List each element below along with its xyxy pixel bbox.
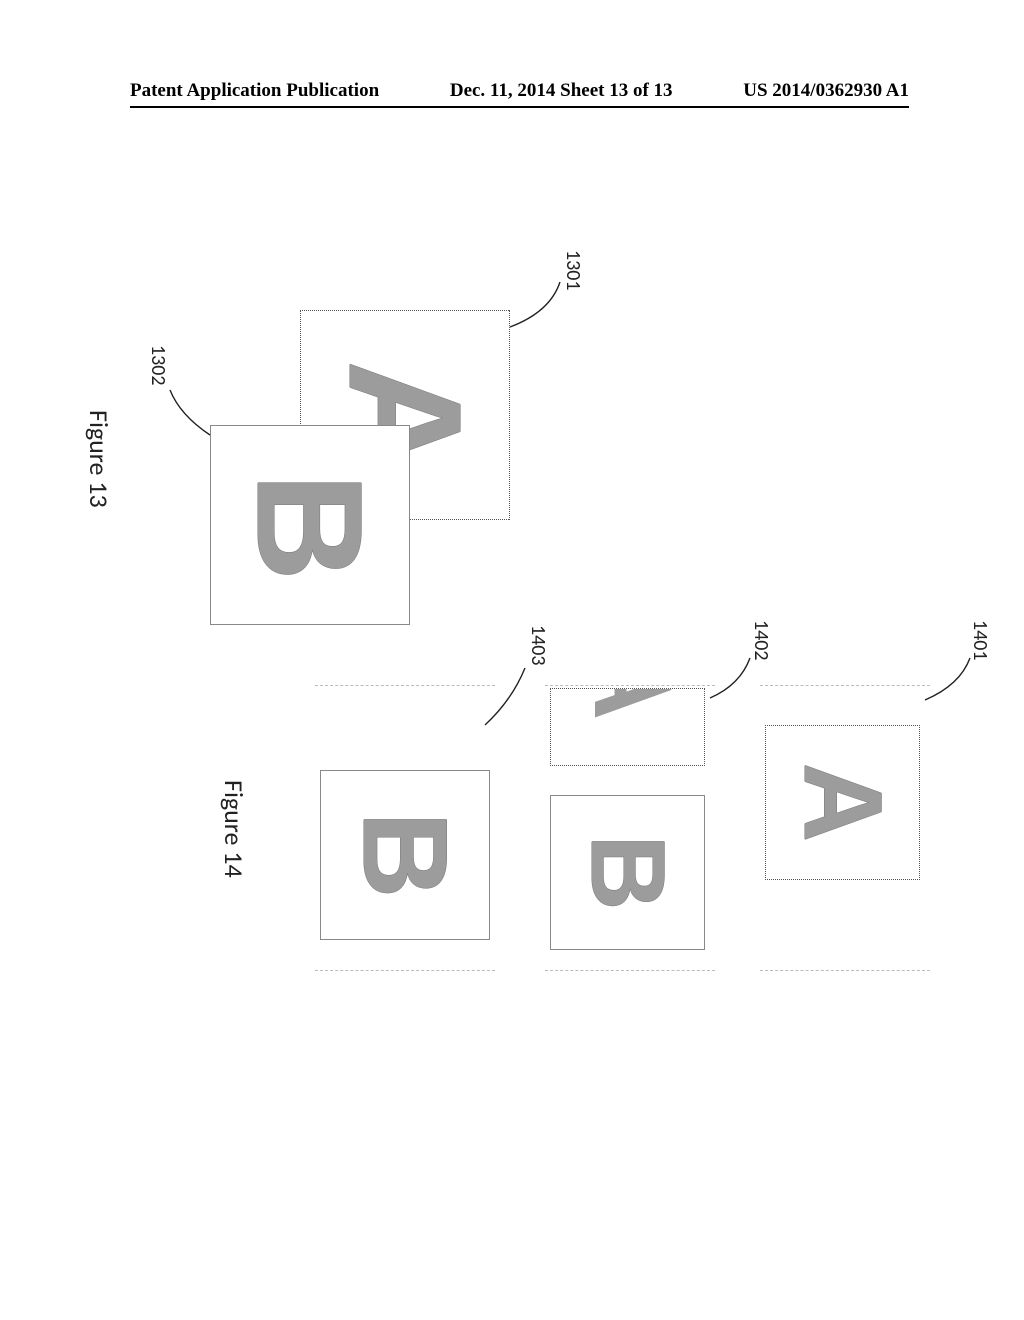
leader-1301 <box>495 272 565 352</box>
fig14-row-1401: A 1401 <box>740 650 940 990</box>
fig13-box-b: B <box>210 425 410 625</box>
label-1301: 1301 <box>561 250 585 291</box>
letter-b-icon: B <box>568 835 688 911</box>
caption-fig14: Figure 14 <box>218 780 250 878</box>
figure-14: A 1401 A B 1402 <box>120 650 940 990</box>
leader-1403 <box>475 660 530 740</box>
timeline-dash <box>545 685 715 686</box>
timeline-dash <box>760 970 930 971</box>
leader-1302 <box>160 380 215 450</box>
header-right: US 2014/0362930 A1 <box>743 80 909 102</box>
timeline-dash <box>315 970 495 971</box>
timeline-dash <box>315 685 495 686</box>
fig14-partial-a-1402: A <box>550 688 705 766</box>
header-left: Patent Application Publication <box>130 80 379 102</box>
leader-1402 <box>700 650 755 720</box>
leader-1401 <box>915 650 975 720</box>
letter-b: B <box>224 473 397 577</box>
label-1401: 1401 <box>968 620 992 661</box>
label-1403: 1403 <box>526 625 550 666</box>
fig14-box-b-1403: B <box>320 770 490 940</box>
letter-b-icon: B <box>336 812 474 899</box>
letter-a-partial: A <box>569 688 696 720</box>
fig14-box-b-1402: B <box>550 795 705 950</box>
label-1302: 1302 <box>146 345 170 386</box>
timeline-dash <box>545 970 715 971</box>
header-mid: Dec. 11, 2014 Sheet 13 of 13 <box>450 80 673 102</box>
fig14-row-1402: A B 1402 <box>525 650 725 990</box>
page-header: Patent Application Publication Dec. 11, … <box>130 80 909 108</box>
fig14-row-1403: B 1403 <box>295 650 505 990</box>
figures-container: A 1301 B 1302 Figure 13 A 1401 <box>90 260 950 1020</box>
fig14-box-a-1401: A <box>765 725 920 880</box>
figure-13: A 1301 B 1302 Figure 13 <box>150 310 510 650</box>
timeline-dash <box>760 685 930 686</box>
letter-a-icon: A <box>779 763 906 842</box>
label-1402: 1402 <box>749 620 773 661</box>
caption-fig13: Figure 13 <box>83 410 115 508</box>
